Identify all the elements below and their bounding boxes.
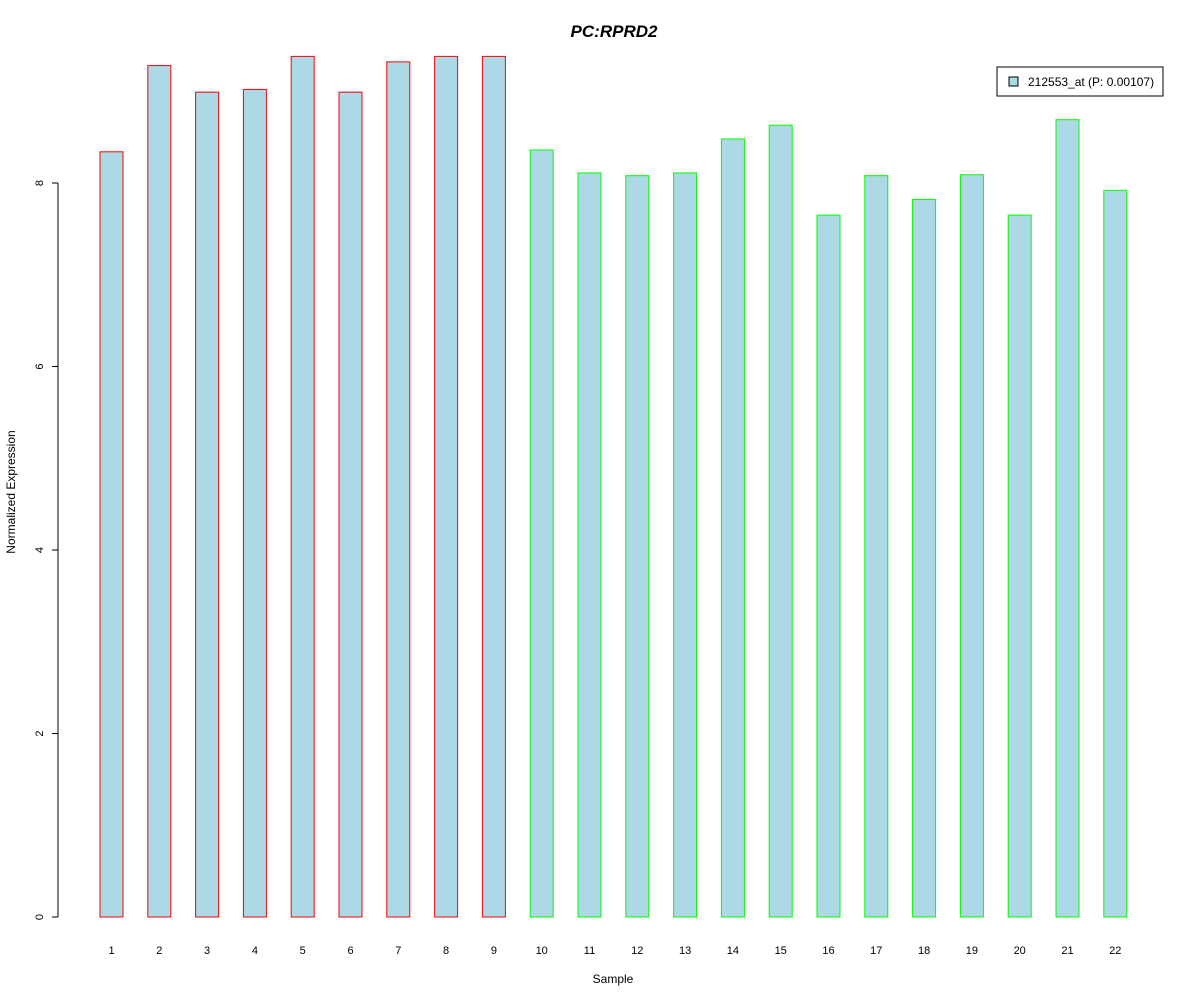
- bar-sample-16: [816, 214, 841, 918]
- y-tick-label: 0: [34, 914, 46, 920]
- x-tick-label: 4: [252, 945, 258, 957]
- bar-sample-2: [147, 65, 172, 918]
- x-tick-label: 3: [204, 945, 210, 957]
- x-tick-label: 5: [300, 945, 306, 957]
- bar-sample-9: [481, 55, 506, 918]
- x-tick-label: 6: [347, 945, 353, 957]
- bar-sample-8: [434, 55, 459, 918]
- x-tick-label: 17: [870, 945, 882, 957]
- x-tick-label: 15: [775, 945, 787, 957]
- bar-sample-21: [1055, 119, 1080, 918]
- y-tick-label: 6: [34, 363, 46, 369]
- bars: [99, 55, 1128, 918]
- bar-sample-3: [195, 91, 220, 918]
- bar-sample-11: [577, 172, 602, 918]
- y-tick-label: 2: [34, 730, 46, 736]
- x-tick-label: 7: [395, 945, 401, 957]
- x-tick-label: 13: [679, 945, 691, 957]
- legend: 212553_at (P: 0.00107): [996, 66, 1164, 97]
- x-tick-label: 10: [536, 945, 548, 957]
- x-tick-label: 22: [1109, 945, 1121, 957]
- y-axis-label: Normalized Expression: [4, 430, 18, 553]
- legend-entry: 212553_at (P: 0.00107): [1028, 75, 1154, 89]
- y-tick-label: 4: [34, 547, 46, 553]
- bar-sample-15: [768, 124, 793, 918]
- y-tick-label: 8: [34, 180, 46, 186]
- bar-sample-20: [1007, 214, 1032, 918]
- bar-sample-14: [720, 138, 745, 918]
- x-tick-label: 2: [156, 945, 162, 957]
- bar-sample-18: [912, 199, 937, 918]
- x-tick-label: 9: [491, 945, 497, 957]
- legend-swatch: [1008, 76, 1019, 87]
- chart-title: PC:RPRD2: [571, 22, 658, 41]
- bar-sample-19: [959, 174, 984, 918]
- x-axis-label: Sample: [593, 972, 634, 986]
- bar-sample-17: [864, 175, 889, 918]
- bar-sample-5: [290, 55, 315, 918]
- bar-sample-13: [673, 172, 698, 918]
- x-tick-label: 20: [1014, 945, 1026, 957]
- bar-sample-4: [242, 88, 267, 918]
- x-tick-label: 18: [918, 945, 930, 957]
- x-tick-label: 1: [108, 945, 114, 957]
- bar-sample-12: [625, 175, 650, 918]
- x-tick-label: 12: [631, 945, 643, 957]
- bar-sample-10: [529, 149, 554, 918]
- legend-box: [996, 66, 1164, 97]
- x-tick-label: 19: [966, 945, 978, 957]
- x-tick-label: 11: [584, 945, 595, 957]
- y-axis: 0 2 4 6 8: [34, 180, 59, 920]
- x-tick-label: 14: [727, 945, 739, 957]
- x-tick-label: 16: [822, 945, 834, 957]
- x-axis-tick-labels: 1 2 3 4 5 6 7 8 9 10 11 12 13 14 15 16 17 18 19 20 21 22: [108, 945, 1121, 957]
- x-tick-label: 21: [1061, 945, 1073, 957]
- bar-sample-7: [386, 61, 411, 918]
- bar-sample-22: [1103, 189, 1128, 918]
- bar-sample-6: [338, 91, 363, 918]
- x-tick-label: 8: [443, 945, 449, 957]
- bar-sample-1: [99, 151, 124, 918]
